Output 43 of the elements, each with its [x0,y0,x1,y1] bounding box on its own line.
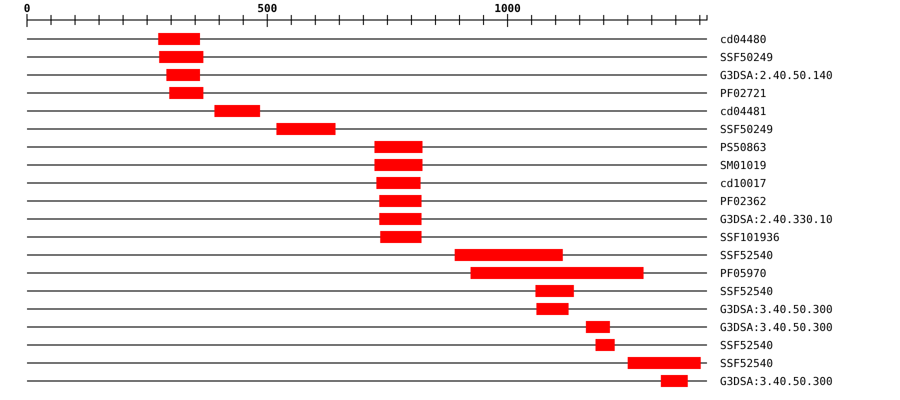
y-tick-label: G3DSA:3.40.50.300 [720,375,833,388]
bar [535,285,574,297]
x-tick-label: 500 [257,2,278,15]
y-tick-label: PF02362 [720,195,766,208]
bar [379,195,422,207]
bar [374,141,423,153]
bar [586,321,610,333]
y-tick-label: SSF52540 [720,285,773,298]
bar [454,249,563,261]
bar [276,123,336,135]
x-tick-label: 1000 [494,2,521,15]
bar [376,177,421,189]
y-tick-label: cd10017 [720,177,766,190]
y-tick-label: PS50863 [720,141,766,154]
bar [536,303,569,315]
y-tick-label: PF02721 [720,87,766,100]
bar [628,357,701,369]
bar [214,105,260,117]
y-tick-label: SSF52540 [720,249,773,262]
y-tick-label: PF05970 [720,267,766,280]
bar [660,375,688,387]
bar [166,69,200,81]
bar [379,213,422,225]
bar [169,87,204,99]
y-tick-label: G3DSA:3.40.50.300 [720,321,833,334]
y-tick-label: SM01019 [720,159,766,172]
y-tick-label: SSF50249 [720,51,773,64]
y-tick-label: SSF52540 [720,339,773,352]
bar [470,267,644,279]
y-tick-label: cd04481 [720,105,766,118]
y-tick-label: G3DSA:3.40.50.300 [720,303,833,316]
y-tick-label: G3DSA:2.40.50.140 [720,69,833,82]
y-tick-label: SSF101936 [720,231,780,244]
y-tick-label: SSF50249 [720,123,773,136]
bar [596,339,615,351]
bar [380,231,422,243]
y-tick-label: SSF52540 [720,357,773,370]
x-tick-label: 0 [24,2,30,15]
bar [374,159,423,171]
y-tick-label: cd04480 [720,33,766,46]
bar [159,51,204,63]
y-tick-label: G3DSA:2.40.330.10 [720,213,833,226]
bar [158,33,200,45]
